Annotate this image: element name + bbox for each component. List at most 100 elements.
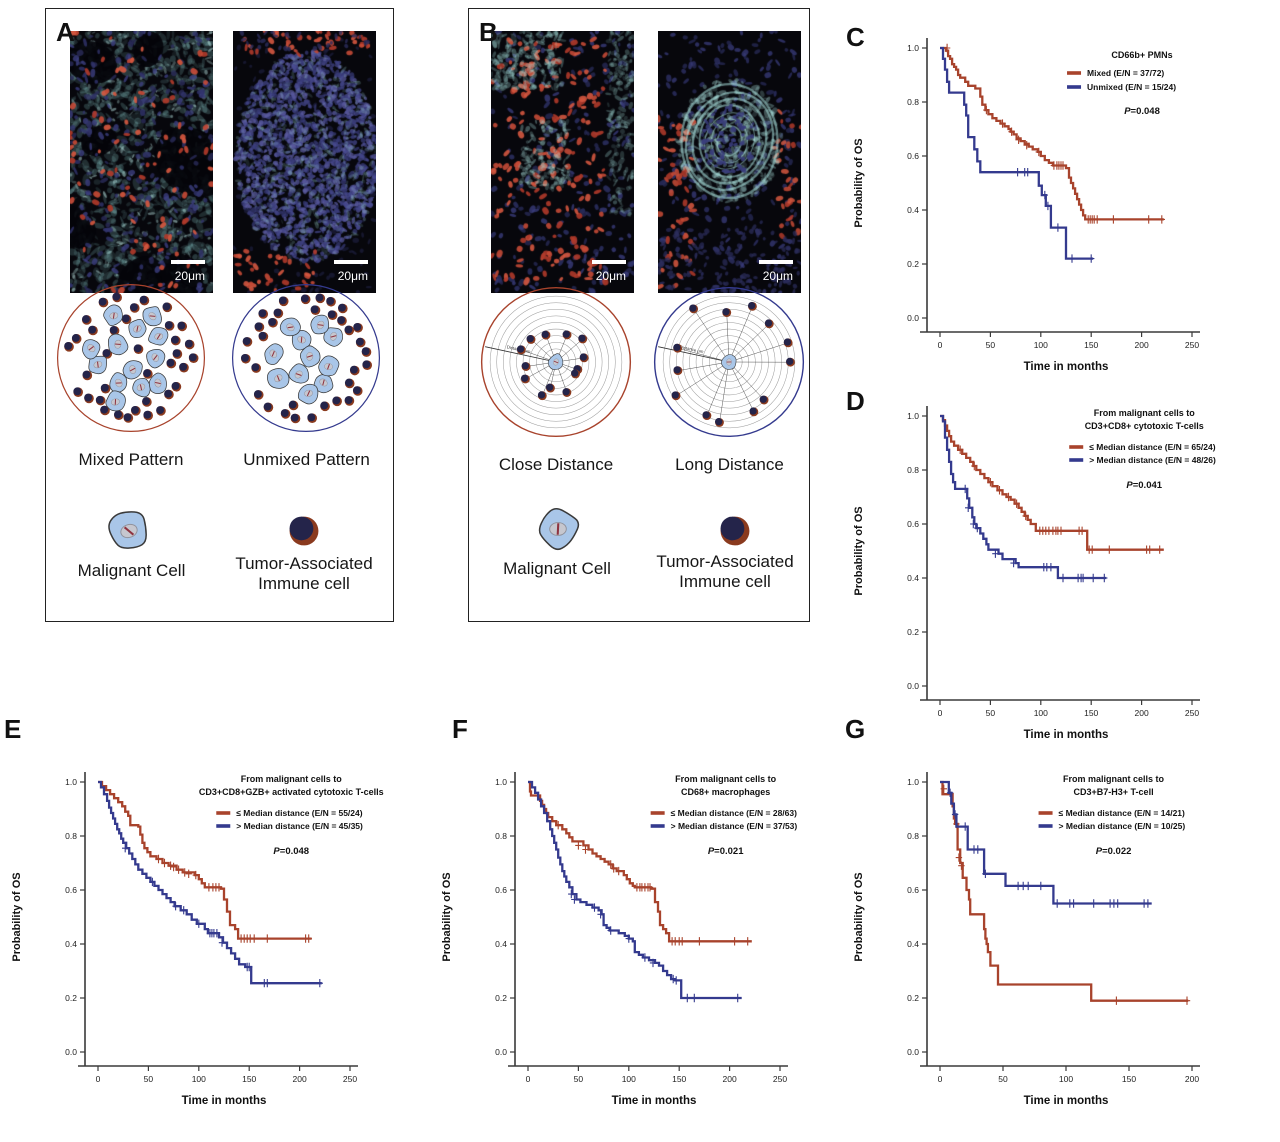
svg-text:CD66b+ PMNs: CD66b+ PMNs — [1111, 50, 1172, 60]
immune-cell — [273, 308, 284, 319]
km-censor-marks — [1014, 168, 1095, 263]
km-curve — [940, 780, 1189, 1002]
micrograph-long-canvas — [658, 31, 801, 293]
malignant-cell — [132, 377, 151, 398]
scale-bar-label: 20μm — [762, 269, 793, 283]
svg-text:P=0.022: P=0.022 — [1096, 846, 1132, 857]
km-censor-marks — [568, 889, 741, 1003]
malignant-cell — [538, 508, 580, 551]
immune-cell — [258, 309, 269, 319]
svg-text:50: 50 — [998, 1074, 1008, 1084]
svg-text:> Median distance (E/N = 10/25: > Median distance (E/N = 10/25) — [1059, 821, 1186, 831]
svg-text:1.0: 1.0 — [65, 777, 77, 787]
km-censor-marks — [122, 844, 323, 988]
immune-cell — [720, 516, 750, 546]
scale-bar-label: 20μm — [595, 269, 626, 283]
km-censor-marks — [962, 484, 1108, 583]
micrograph-mixed-tissue: 20μm — [70, 31, 213, 293]
svg-text:0: 0 — [938, 340, 943, 350]
immune-cell — [100, 383, 111, 394]
malignant-cell — [146, 348, 166, 369]
immune-cell — [172, 349, 183, 359]
immune-cell — [188, 353, 199, 364]
unmixed-pattern-diagram — [231, 283, 381, 433]
malignant-cell-icon — [538, 508, 580, 551]
immune-cell-icon — [289, 516, 319, 546]
immune-cell — [81, 315, 92, 325]
immune-cell — [170, 335, 181, 346]
svg-text:200: 200 — [1135, 340, 1149, 350]
svg-text:0.8: 0.8 — [907, 97, 919, 107]
immune-cell — [362, 360, 373, 371]
malignant-cell-label: Malignant Cell — [77, 561, 186, 580]
immune-cell — [300, 294, 311, 305]
immune-cell — [344, 325, 355, 336]
svg-text:CD3+CD8+ cytotoxic T-cells: CD3+CD8+ cytotoxic T-cells — [1085, 421, 1204, 431]
micrograph-long-distance: 20μm — [658, 31, 801, 293]
immune-cell — [786, 357, 795, 367]
svg-text:0.8: 0.8 — [907, 465, 919, 475]
svg-text:150: 150 — [1122, 1074, 1136, 1084]
malignant-cell — [313, 374, 334, 394]
immune-cell — [541, 330, 551, 340]
svg-text:100: 100 — [1034, 340, 1048, 350]
svg-text:200: 200 — [1135, 708, 1149, 718]
svg-text:0.6: 0.6 — [495, 885, 507, 895]
svg-text:50: 50 — [986, 340, 996, 350]
immune-cell — [288, 400, 299, 411]
immune-cell — [112, 292, 122, 303]
svg-text:Time in months: Time in months — [182, 1095, 267, 1107]
scale-bar — [171, 260, 205, 264]
immune-cell — [109, 325, 120, 336]
svg-text:From malignant cells to: From malignant cells to — [1063, 774, 1165, 784]
malignant-cell-icon — [108, 511, 147, 549]
immune-cell — [179, 362, 189, 373]
svg-text:200: 200 — [723, 1074, 737, 1084]
svg-text:Probability of OS: Probability of OS — [11, 872, 23, 961]
immune-cell — [526, 335, 536, 344]
svg-text:1.0: 1.0 — [495, 777, 507, 787]
svg-text:Probability of OS: Probability of OS — [853, 872, 865, 961]
svg-text:150: 150 — [672, 1074, 686, 1084]
immune-cell — [327, 310, 338, 320]
immune-cell — [88, 325, 98, 336]
immune-cell — [315, 293, 326, 304]
immune-cell — [673, 366, 683, 376]
svg-text:0.2: 0.2 — [907, 627, 919, 637]
panel-B-letter: B — [479, 17, 498, 47]
immune-cell — [139, 295, 150, 306]
svg-text:0.0: 0.0 — [907, 1047, 919, 1057]
svg-text:50: 50 — [144, 1074, 154, 1084]
immune-cell — [337, 316, 347, 326]
svg-text:100: 100 — [622, 1074, 636, 1084]
malignant-cell — [721, 354, 737, 370]
immune-cell — [562, 330, 572, 340]
immune-cell — [759, 395, 769, 405]
mixed-pattern-diagram — [56, 283, 206, 433]
immune-cell — [353, 322, 363, 333]
svg-text:CD3+CD8+GZB+ activated cytotox: CD3+CD8+GZB+ activated cytotoxic T-cells — [199, 787, 384, 797]
immune-cell — [171, 381, 182, 392]
immune-cell — [121, 314, 132, 325]
immune-cell — [258, 331, 269, 342]
immune-cell — [164, 389, 174, 400]
svg-text:≤ Median distance (E/N = 55/24: ≤ Median distance (E/N = 55/24) — [236, 808, 362, 818]
km-curve — [98, 780, 312, 940]
micrograph-mixed-canvas — [70, 31, 213, 293]
svg-text:Time in months: Time in months — [1024, 1095, 1109, 1107]
long-distance-diagram: Distance μm — [653, 286, 805, 438]
km-chart-C: 0.0 0.2 0.4 0.6 0.8 1.0 0 50 100 150 200 250 Probabi… — [842, 18, 1280, 386]
svg-text:0.4: 0.4 — [65, 939, 77, 949]
svg-text:0.0: 0.0 — [907, 313, 919, 323]
malignant-cell — [547, 353, 564, 370]
malignant-cell — [109, 372, 128, 394]
immune-cell — [73, 387, 83, 397]
immune-cell — [715, 418, 724, 427]
km-curve — [940, 414, 1107, 580]
km-chart-D: 0.0 0.2 0.4 0.6 0.8 1.0 0 50 100 150 200 250 Probabi… — [842, 386, 1280, 754]
malignant-cell — [288, 363, 310, 384]
svg-text:Probability of OS: Probability of OS — [441, 872, 453, 961]
immune-cell — [571, 369, 580, 379]
svg-text:0.2: 0.2 — [495, 993, 507, 1003]
malignant-cell — [88, 355, 107, 375]
